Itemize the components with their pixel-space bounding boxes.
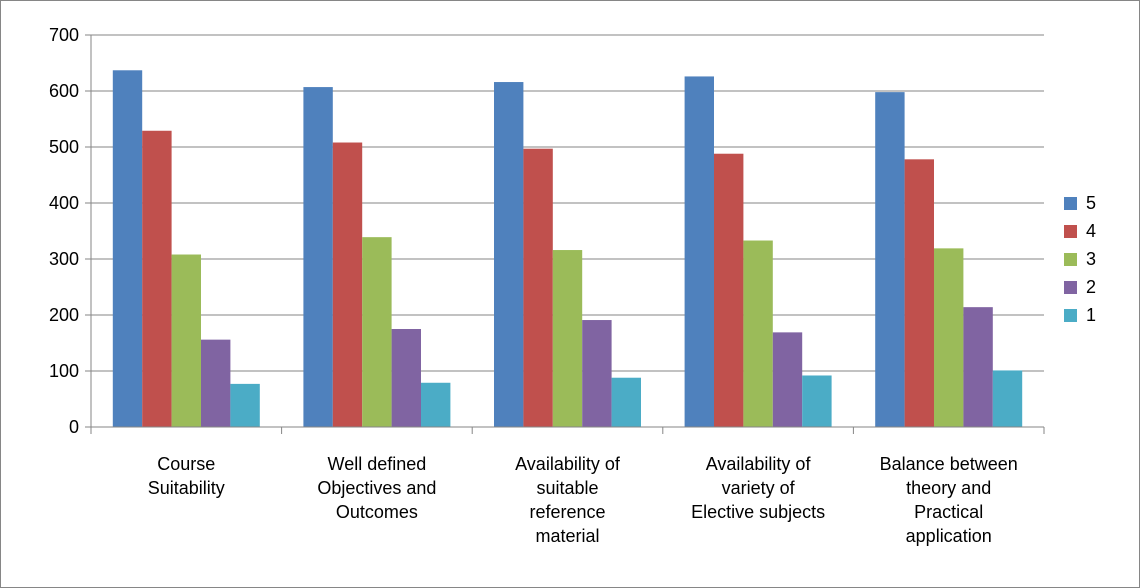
x-category-label: variety of [722, 478, 796, 498]
bar [421, 382, 451, 427]
bar [230, 383, 260, 427]
y-tick-label: 600 [49, 81, 79, 101]
bar [494, 82, 524, 427]
bar [112, 70, 143, 427]
bar [684, 76, 714, 427]
y-tick-label: 500 [49, 137, 79, 157]
legend: 5 4 3 2 1 [1064, 193, 1096, 325]
bar [201, 339, 231, 427]
y-tick-label: 700 [49, 25, 79, 45]
legend-label: 1 [1086, 305, 1096, 325]
bar [904, 159, 934, 427]
x-category-label: theory and [906, 478, 991, 498]
legend-swatch [1064, 253, 1077, 266]
bar [992, 370, 1023, 427]
bar [332, 142, 363, 427]
bar [611, 377, 641, 427]
bar [171, 254, 201, 427]
y-tick-label: 400 [49, 193, 79, 213]
legend-swatch [1064, 197, 1077, 210]
legend-swatch [1064, 309, 1077, 322]
bar [802, 375, 832, 427]
y-tick-label: 0 [69, 417, 79, 437]
legend-swatch [1064, 281, 1077, 294]
bar [963, 307, 993, 427]
x-category-label: Suitability [148, 478, 225, 498]
bar [934, 248, 964, 427]
bar [582, 320, 612, 427]
y-tick-label: 100 [49, 361, 79, 381]
bar [391, 329, 421, 427]
x-category-label: Availability of [515, 454, 621, 474]
x-category-label: application [906, 526, 992, 546]
axes [85, 34, 1045, 434]
bar [772, 332, 803, 427]
bar [523, 148, 553, 427]
x-category-label: Balance between [880, 454, 1018, 474]
x-axis-category-labels: Course Suitability Well defined Objectives … [148, 454, 1018, 546]
x-category-label: Well defined [328, 454, 427, 474]
x-category-label: reference [529, 502, 605, 522]
x-category-label: suitable [536, 478, 598, 498]
x-category-label: material [535, 526, 599, 546]
y-axis-tick-labels: 0 100 200 300 400 500 600 700 [49, 25, 79, 437]
x-category-label: Availability of [706, 454, 812, 474]
bar [714, 153, 744, 427]
legend-label: 2 [1086, 277, 1096, 297]
x-category-label: Outcomes [336, 502, 418, 522]
x-category-label: Elective subjects [691, 502, 825, 522]
legend-swatch [1064, 225, 1077, 238]
bar [142, 130, 172, 427]
bar [552, 250, 583, 427]
legend-label: 4 [1086, 221, 1096, 241]
x-category-label: Objectives and [317, 478, 436, 498]
legend-label: 5 [1086, 193, 1096, 213]
legend-label: 3 [1086, 249, 1096, 269]
bar [362, 237, 392, 427]
bar [875, 92, 905, 428]
bar [743, 240, 773, 427]
bar [303, 87, 333, 427]
y-tick-label: 200 [49, 305, 79, 325]
y-tick-label: 300 [49, 249, 79, 269]
bars [112, 70, 1023, 428]
x-category-label: Course [157, 454, 215, 474]
x-category-label: Practical [914, 502, 983, 522]
